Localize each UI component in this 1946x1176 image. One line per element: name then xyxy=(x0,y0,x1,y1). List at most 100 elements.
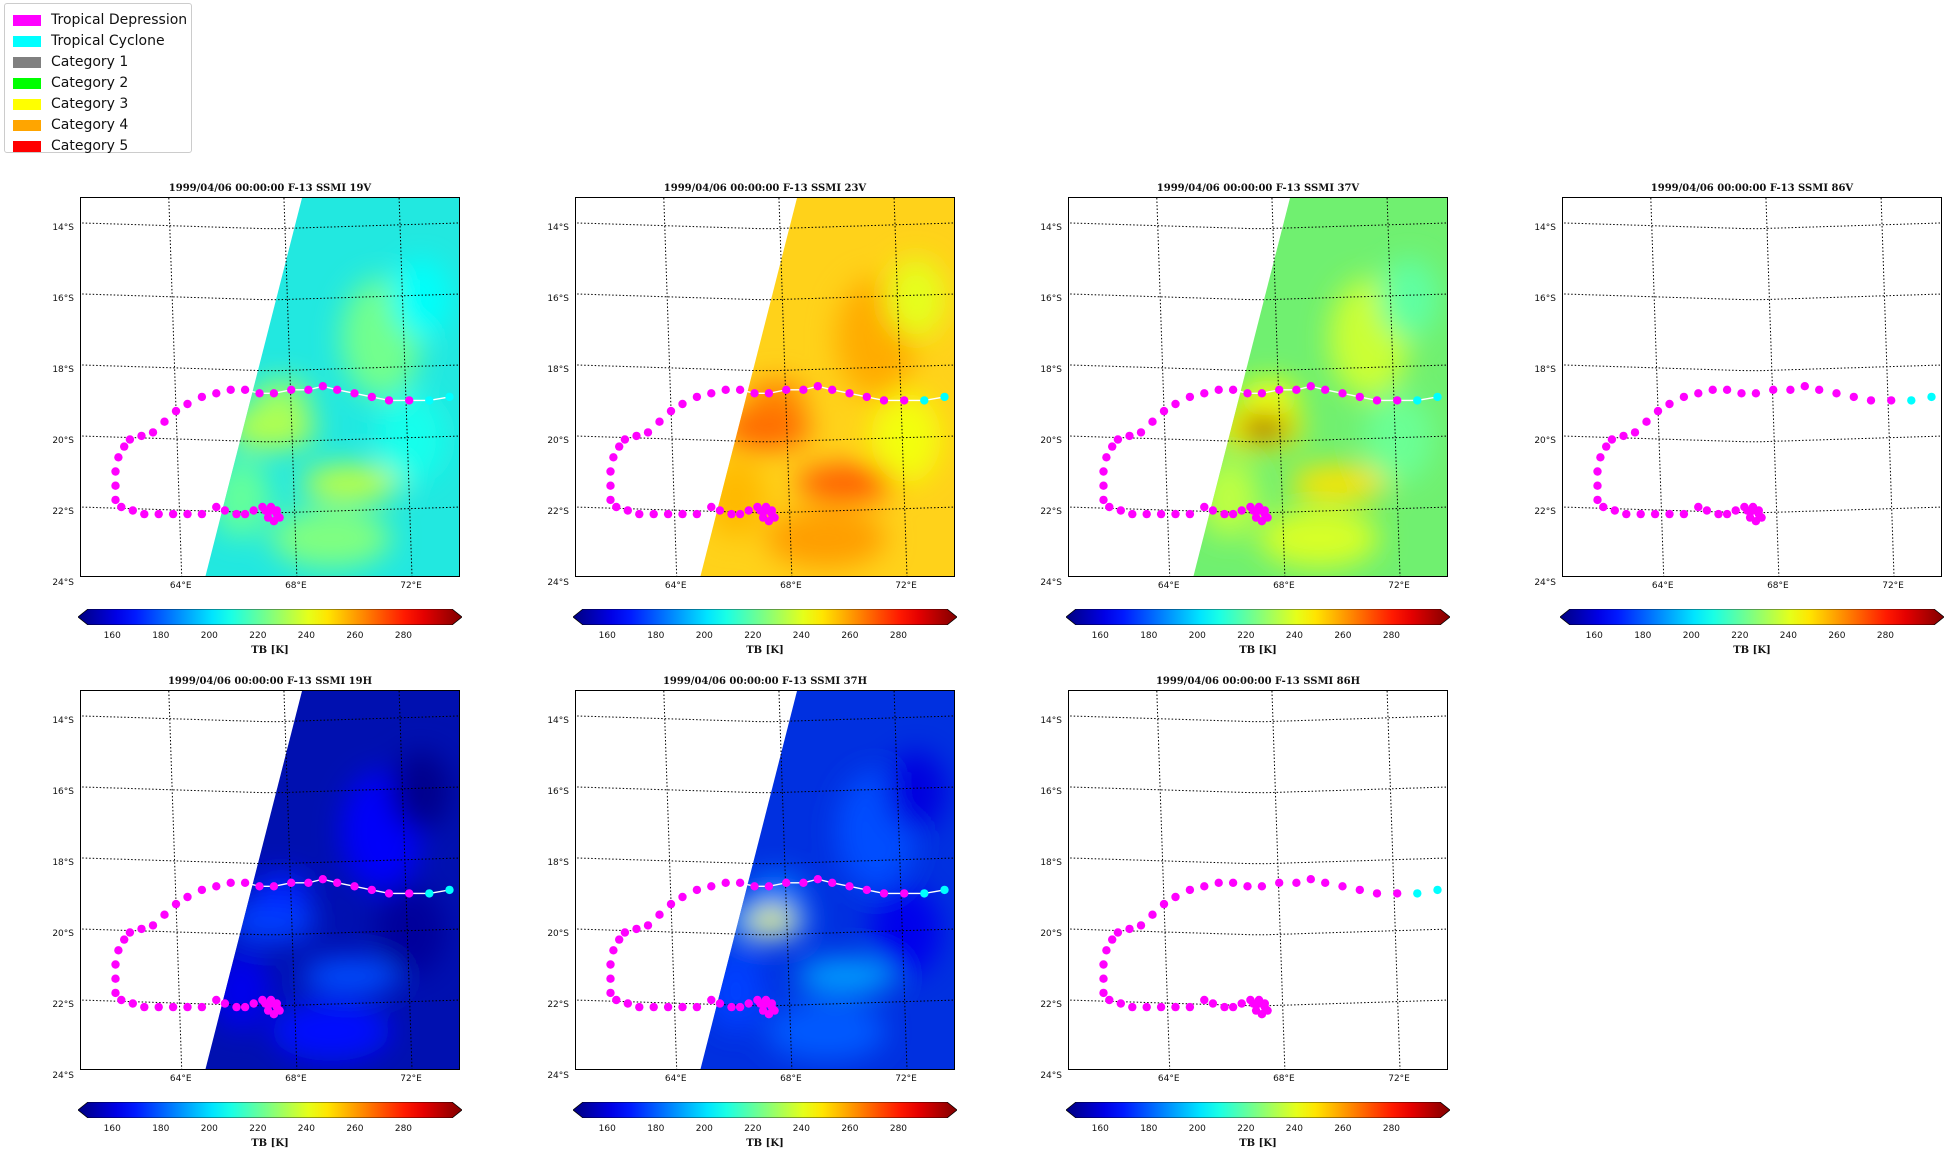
latitude-label: 22°S xyxy=(52,506,74,517)
tb-feature xyxy=(251,873,311,909)
track-point xyxy=(350,389,359,398)
track-point xyxy=(1260,1002,1269,1012)
map-canvas xyxy=(1563,198,1941,576)
latitude-label: 18°S xyxy=(1040,364,1062,375)
latitude-label: 18°S xyxy=(547,364,569,375)
tb-feature xyxy=(766,508,886,568)
latitude-label: 18°S xyxy=(1534,364,1556,375)
colorbar-tick-label: 260 xyxy=(1334,1124,1352,1134)
track-point xyxy=(1751,389,1761,398)
tb-feature xyxy=(796,465,896,501)
colorbar xyxy=(1066,609,1450,625)
legend-item: Category 1 xyxy=(13,52,128,72)
track-point xyxy=(1679,392,1689,402)
tb-feature xyxy=(1239,380,1299,416)
latitude-label: 20°S xyxy=(1040,435,1062,446)
colorbar-tick-label: 200 xyxy=(1188,631,1206,641)
colorbar-tick-label: 240 xyxy=(792,1124,810,1134)
track-point xyxy=(272,509,281,519)
tb-feature xyxy=(1379,258,1439,338)
track-point xyxy=(692,1002,702,1012)
brightness-temperature-field xyxy=(211,751,451,1061)
track-point xyxy=(721,385,730,394)
track-point xyxy=(1105,995,1114,1005)
track-point xyxy=(287,878,296,887)
track-point xyxy=(137,924,146,934)
track-point xyxy=(735,509,745,519)
track-point xyxy=(920,396,929,405)
colorbar-gradient xyxy=(78,609,462,625)
track-point xyxy=(632,924,641,934)
map-area xyxy=(80,690,460,1070)
track-point xyxy=(920,889,929,898)
parallel-line xyxy=(1563,222,1941,230)
track-point xyxy=(727,1002,736,1012)
panel-title: 1999/04/06 00:00:00 F-13 SSMI 37V xyxy=(1156,183,1360,194)
track-point xyxy=(678,892,687,902)
colorbar-tick-label: 160 xyxy=(598,631,616,641)
track-point xyxy=(318,382,327,391)
colorbar-tick-label: 260 xyxy=(841,631,859,641)
track-point xyxy=(125,435,135,444)
track-point xyxy=(1292,878,1301,887)
longitude-label: 68°E xyxy=(285,1074,307,1084)
colorbar-tick-label: 200 xyxy=(1682,631,1700,641)
storm-track xyxy=(606,382,949,526)
track-point xyxy=(1642,417,1651,426)
map-canvas xyxy=(1069,691,1447,1069)
track-point xyxy=(1243,389,1252,398)
latitude-label: 16°S xyxy=(52,293,74,304)
track-point xyxy=(128,999,137,1008)
track-point xyxy=(1185,392,1195,402)
track-point xyxy=(1769,385,1778,394)
track-point xyxy=(632,431,641,441)
track-point xyxy=(1260,509,1269,519)
colorbar-tick-label: 200 xyxy=(1188,1124,1206,1134)
colorbar-tick-label: 180 xyxy=(647,1124,665,1134)
colorbar-tick-label: 220 xyxy=(1731,631,1749,641)
track-point xyxy=(744,999,753,1008)
colorbar-tick-label: 240 xyxy=(297,631,315,641)
longitude-label: 68°E xyxy=(1273,1074,1295,1084)
parallel-line xyxy=(1069,715,1447,723)
track-point xyxy=(764,389,774,398)
track-point xyxy=(1275,385,1284,394)
latitude-label: 14°S xyxy=(547,715,569,726)
track-point xyxy=(1653,406,1663,416)
colorbar-label: TB [K] xyxy=(746,1138,784,1149)
track-point xyxy=(758,1006,768,1015)
track-point xyxy=(715,506,725,515)
track-point xyxy=(1754,509,1763,519)
tb-warm-core xyxy=(1240,416,1288,440)
legend-swatch xyxy=(13,77,41,89)
track-point xyxy=(197,885,207,895)
track-point xyxy=(212,995,221,1005)
track-point xyxy=(1393,396,1402,405)
latitude-label: 22°S xyxy=(547,999,569,1010)
colorbar-label: TB [K] xyxy=(251,645,289,656)
colorbar-gradient xyxy=(573,609,957,625)
track-point xyxy=(1694,389,1703,398)
longitude-label: 68°E xyxy=(1273,581,1295,591)
tb-feature xyxy=(706,951,766,1031)
latitude-label: 16°S xyxy=(547,786,569,797)
track-point xyxy=(232,509,241,519)
track-point xyxy=(758,513,768,522)
map-panel-19h: 1999/04/06 00:00:00 F-13 SSMI 19H 14°S 16°… xyxy=(0,676,462,1176)
latitude-label: 20°S xyxy=(547,928,569,939)
track-point xyxy=(655,417,664,426)
storm-track xyxy=(1099,875,1442,1019)
tb-feature xyxy=(391,751,451,831)
track-point xyxy=(1128,1002,1137,1012)
track-point xyxy=(879,396,889,405)
track-point xyxy=(117,502,126,512)
track-point xyxy=(1593,467,1602,476)
track-point xyxy=(1630,428,1640,437)
colorbar-tick-label: 180 xyxy=(1634,631,1652,641)
track-point xyxy=(197,509,207,519)
track-point xyxy=(1171,509,1180,519)
track-point xyxy=(111,495,120,505)
track-point xyxy=(1185,885,1195,895)
storm-track xyxy=(1099,382,1442,526)
track-point xyxy=(1636,509,1645,519)
